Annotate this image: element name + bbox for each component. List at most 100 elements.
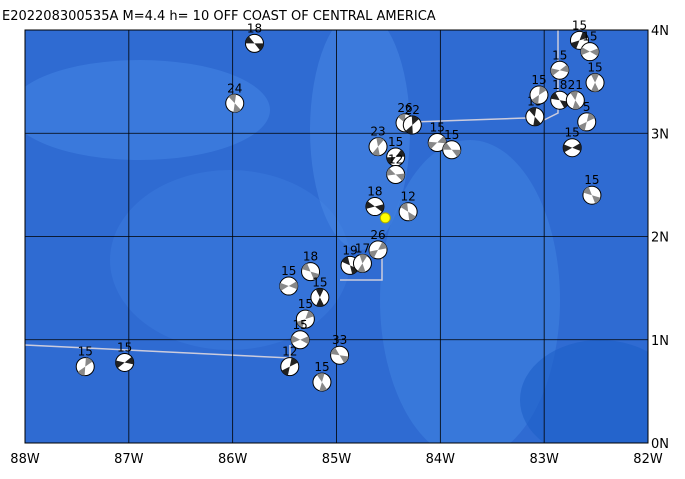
- event-depth: 17: [355, 241, 370, 255]
- beachball-quadrant: [359, 254, 368, 264]
- beachball-quadrant: [559, 64, 569, 73]
- beachball-quadrant: [538, 86, 547, 96]
- beachball-quadrant: [372, 146, 380, 156]
- beachball-quadrant: [296, 319, 306, 328]
- beachball-quadrant: [281, 366, 290, 376]
- event-depth: 33: [332, 333, 347, 347]
- beachball-quadrant: [591, 73, 599, 83]
- beachball-quadrant: [411, 115, 419, 125]
- beachball-quadrant: [528, 107, 537, 117]
- beachball: [368, 240, 388, 260]
- beachball: [244, 33, 264, 53]
- beachball-quadrant: [451, 149, 461, 157]
- beachball-quadrant: [288, 281, 298, 290]
- beachball: [427, 133, 447, 153]
- beachball-quadrant: [442, 142, 452, 150]
- y-tick-label: 1N: [651, 334, 669, 349]
- beachball-quadrant: [428, 141, 438, 149]
- event-depth: 21: [568, 78, 583, 92]
- beachball-quadrant: [245, 36, 255, 44]
- beachball-quadrant: [400, 202, 409, 212]
- beachball-quadrant: [319, 382, 328, 392]
- event-depth: 18: [303, 250, 318, 264]
- beachball-quadrant: [369, 249, 379, 258]
- x-tick-label: 87W: [114, 452, 144, 467]
- beachball-quadrant: [533, 116, 541, 126]
- epicenter: [379, 212, 391, 224]
- beachball-quadrant: [300, 336, 310, 345]
- event-depth: 15: [388, 135, 403, 149]
- beachball: [580, 42, 600, 62]
- event-depth: 26: [370, 228, 385, 242]
- beachball-quadrant: [85, 357, 93, 367]
- event-depth: 15: [587, 61, 602, 75]
- beachball: [280, 357, 300, 377]
- beachball-quadrant: [124, 356, 134, 365]
- beachball-quadrant: [357, 263, 366, 273]
- event-depth: 24: [227, 81, 242, 95]
- y-tick-label: 0N: [651, 437, 669, 452]
- event-depth: 15: [572, 18, 587, 32]
- beachball-quadrant: [305, 310, 314, 320]
- beachball-quadrant: [570, 91, 578, 101]
- event-depth: 5: [583, 100, 591, 114]
- beachball: [562, 138, 582, 158]
- beachball: [75, 357, 95, 377]
- beachball-quadrant: [586, 113, 595, 122]
- event-depth: 12: [282, 345, 297, 359]
- beachball-quadrant: [570, 40, 580, 49]
- beachball-quadrant: [395, 173, 405, 181]
- x-tick-label: 82W: [633, 452, 663, 467]
- beachball: [577, 112, 597, 132]
- beachball: [225, 93, 245, 113]
- beachball-quadrant: [289, 357, 298, 367]
- event-depth: 18: [247, 21, 262, 35]
- beachball-quadrant: [316, 297, 324, 307]
- beachball-quadrant: [583, 186, 592, 196]
- beachball-quadrant: [580, 47, 590, 56]
- beachball-quadrant: [233, 103, 241, 113]
- x-tick-label: 88W: [10, 452, 40, 467]
- beachball: [525, 107, 545, 127]
- beachball: [295, 309, 315, 329]
- beachball-quadrant: [115, 360, 125, 369]
- beachball: [565, 90, 585, 110]
- x-tick-label: 85W: [322, 452, 352, 467]
- y-tick-label: 2N: [651, 231, 669, 246]
- beachball-quadrant: [591, 82, 599, 92]
- beachball-quadrant: [316, 373, 325, 383]
- beachball-quadrant: [254, 43, 264, 51]
- x-tick-label: 83W: [529, 452, 559, 467]
- beachball-quadrant: [376, 137, 384, 147]
- beachball: [402, 115, 422, 135]
- beachball: [352, 253, 372, 273]
- event-depth: 15: [293, 318, 308, 332]
- event-depth: 12: [401, 190, 416, 204]
- beachball-quadrant: [578, 121, 587, 131]
- beachball-quadrant: [77, 366, 86, 376]
- beachball: [365, 197, 385, 217]
- event-depth: 15: [312, 275, 327, 289]
- beachball-quadrant: [279, 282, 289, 291]
- beachball: [312, 372, 332, 392]
- beachball-quadrant: [572, 100, 581, 110]
- event-depth: 15: [117, 340, 132, 354]
- event-depth: 15: [78, 345, 93, 359]
- event-depth: 15: [584, 173, 599, 187]
- event-depth: 15: [314, 360, 329, 374]
- beachball-quadrant: [349, 265, 359, 275]
- event-depth: 15: [430, 121, 445, 135]
- beachball-quadrant: [531, 95, 539, 104]
- beachball: [398, 202, 418, 222]
- beachball: [310, 287, 330, 307]
- beachball-quadrant: [572, 143, 582, 151]
- beachball-quadrant: [437, 136, 447, 144]
- event-depth: 15: [298, 297, 313, 311]
- beachball-quadrant: [315, 288, 324, 298]
- event-depth: 15: [582, 30, 597, 44]
- beachball-quadrant: [341, 256, 350, 266]
- beachball: [279, 276, 299, 296]
- beachball-quadrant: [398, 113, 406, 123]
- beachball-quadrant: [550, 92, 560, 101]
- beachball-quadrant: [330, 347, 340, 356]
